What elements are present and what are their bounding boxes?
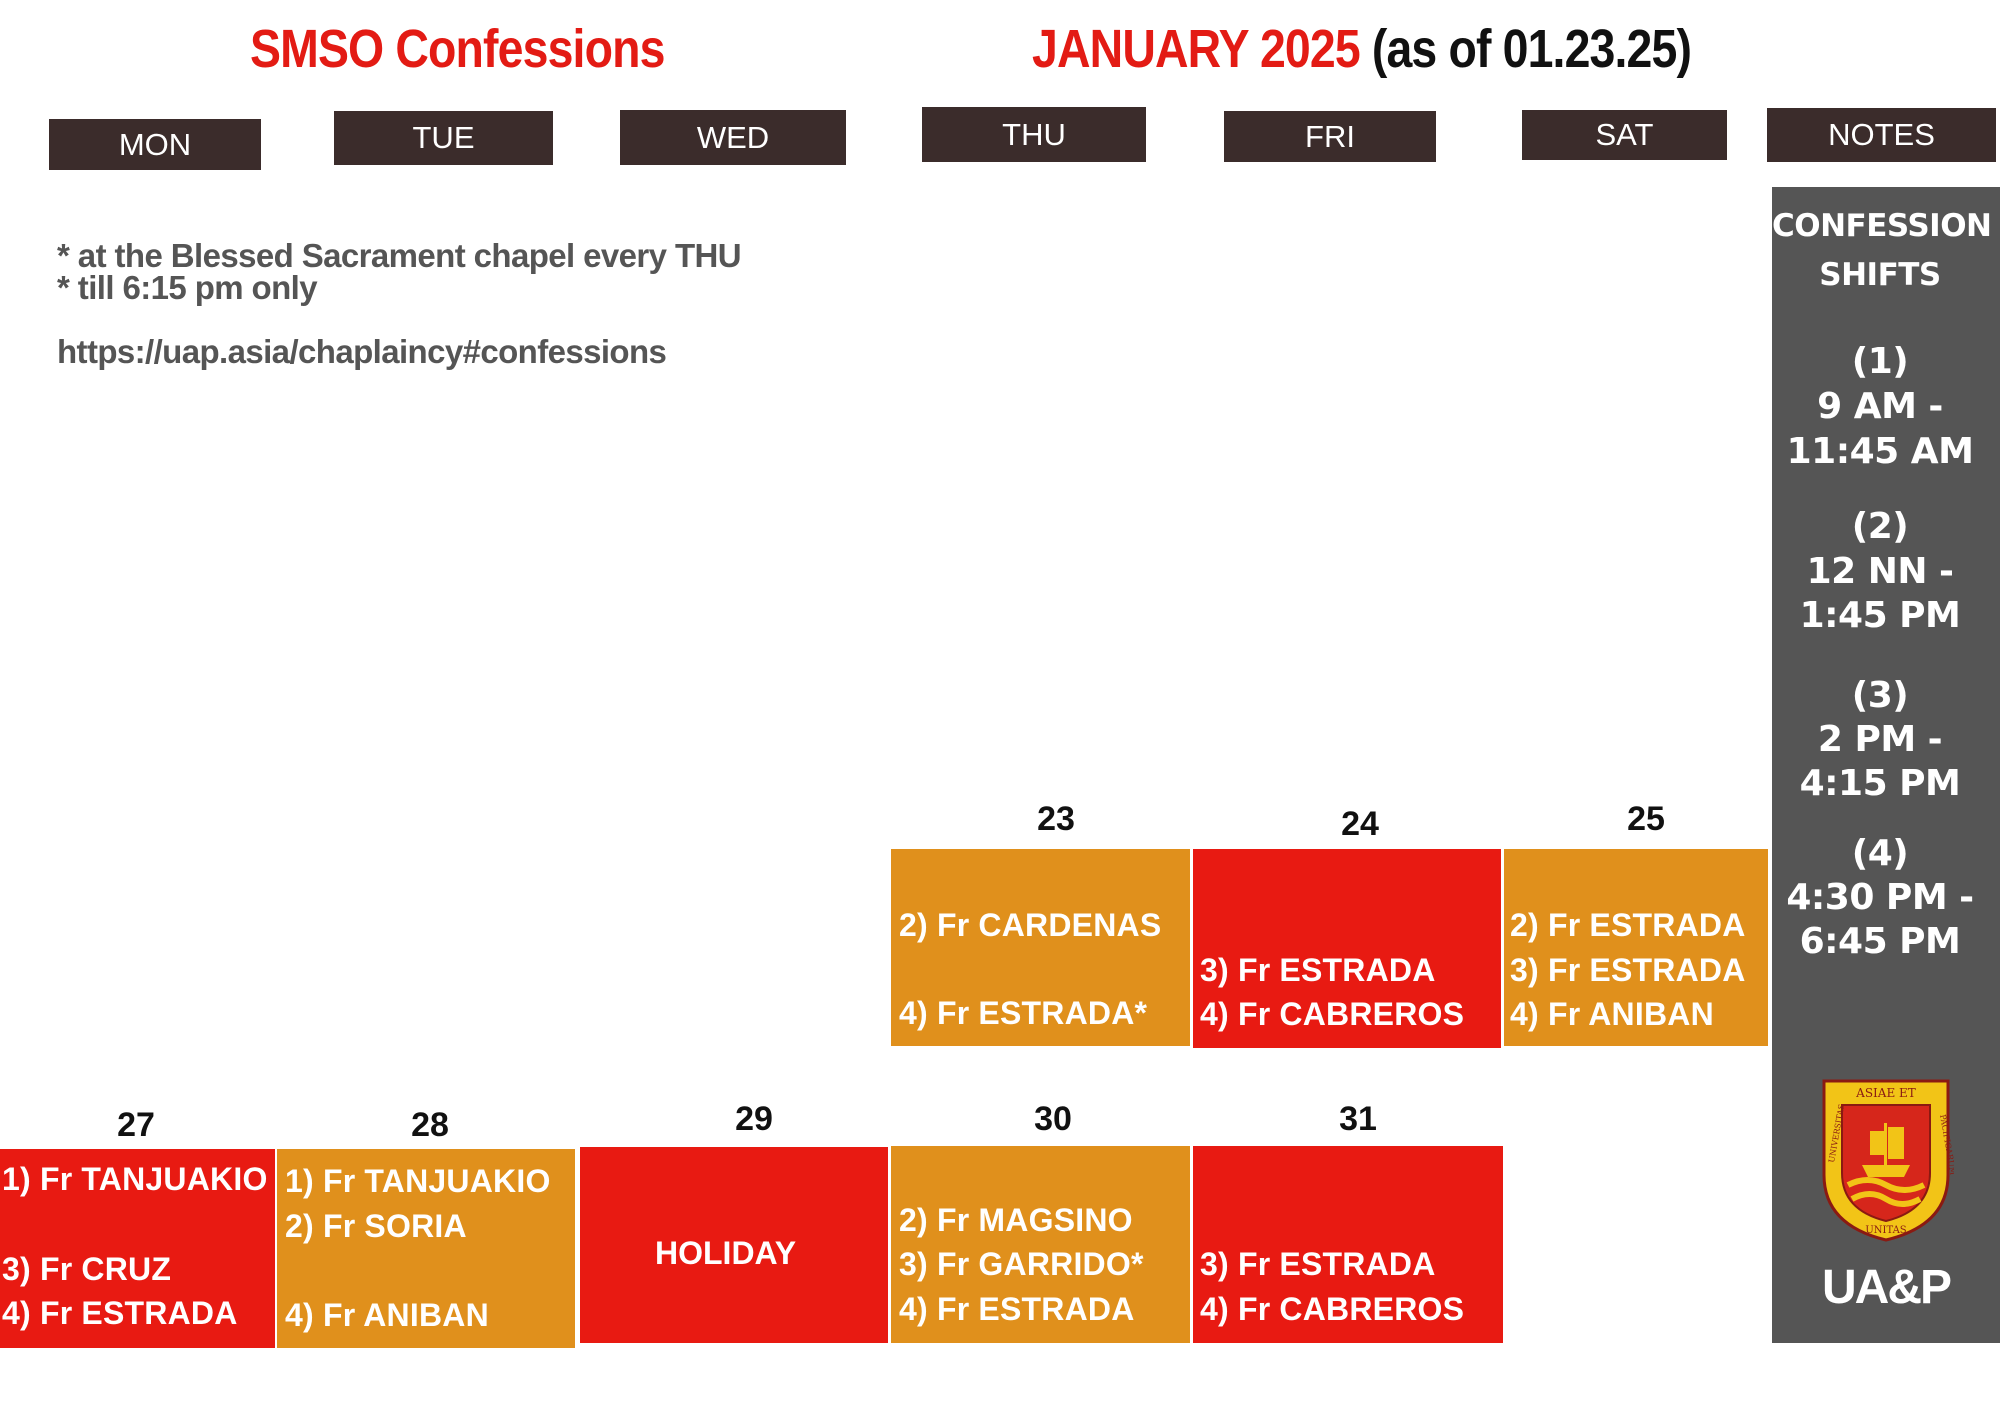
shift-entry: 2) Fr MAGSINO	[899, 1202, 1133, 1238]
shift-2-end: 1:45 PM	[1799, 595, 1961, 636]
day-cell-30: 2) Fr MAGSINO 3) Fr GARRIDO* 4) Fr ESTRA…	[891, 1146, 1190, 1343]
shift-entry: 3) Fr ESTRADA	[1200, 1246, 1436, 1282]
university-seal-icon: ASIAE ET UNIVERSITAS PACIFICARUM UNITAS	[1818, 1075, 1958, 1245]
shift-entry: 3) Fr GARRIDO*	[899, 1246, 1144, 1282]
header-wed: WED	[620, 110, 846, 165]
shift-4-number: (4)	[1851, 833, 1909, 874]
shift-1-end: 11:45 AM	[1786, 431, 1974, 472]
header-notes: NOTES	[1767, 108, 1996, 162]
date-24: 24	[1341, 805, 1379, 843]
shift-4-end: 6:45 PM	[1799, 921, 1961, 962]
shift-entry: 4) Fr ANIBAN	[1510, 996, 1714, 1032]
note-link[interactable]: https://uap.asia/chaplaincy#confessions	[57, 333, 667, 370]
shift-entry: 3) Fr ESTRADA	[1510, 952, 1746, 988]
holiday-label: HOLIDAY	[655, 1235, 797, 1271]
shift-1-start: 9 AM -	[1817, 386, 1943, 427]
uap-logo: UA&P	[1821, 1261, 1952, 1314]
day-cell-28: 1) Fr TANJUAKIO 2) Fr SORIA 4) Fr ANIBAN	[277, 1149, 575, 1348]
day-cell-27: 1) Fr TANJUAKIO 3) Fr CRUZ 4) Fr ESTRADA	[0, 1149, 275, 1348]
shift-entry: 4) Fr CABREROS	[1200, 996, 1465, 1032]
shifts-heading-1: CONFESSION	[1772, 208, 1992, 244]
date-23: 23	[1037, 800, 1075, 838]
day-cell-25: 2) Fr ESTRADA 3) Fr ESTRADA 4) Fr ANIBAN	[1504, 849, 1768, 1046]
shift-3-number: (3)	[1851, 675, 1909, 716]
seal-bottom-text: UNITAS	[1865, 1225, 1906, 1236]
header-thu: THU	[922, 107, 1146, 162]
shifts-heading-2: SHIFTS	[1819, 257, 1941, 293]
shift-entry: 2) Fr SORIA	[285, 1208, 467, 1244]
date-31: 31	[1339, 1100, 1377, 1138]
shift-2-start: 12 NN -	[1806, 551, 1954, 592]
shift-3-start: 2 PM -	[1817, 719, 1943, 760]
shift-entry: 4) Fr ESTRADA	[2, 1295, 238, 1331]
shift-entry: 2) Fr ESTRADA	[1510, 907, 1746, 943]
shift-entry: 1) Fr TANJUAKIO	[285, 1163, 551, 1199]
as-of-date: (as of 01.23.25)	[1359, 19, 1692, 79]
shift-entry: 4) Fr ANIBAN	[285, 1297, 489, 1333]
date-29: 29	[735, 1100, 773, 1138]
seal-top-text: ASIAE ET	[1855, 1086, 1916, 1100]
header-fri: FRI	[1224, 111, 1436, 162]
shift-entry: 4) Fr CABREROS	[1200, 1291, 1465, 1327]
calendar-title: SMSO Confessions	[250, 19, 665, 79]
date-25: 25	[1627, 800, 1665, 838]
day-cell-29: HOLIDAY	[580, 1147, 888, 1343]
date-30: 30	[1034, 1100, 1072, 1138]
shift-4-start: 4:30 PM -	[1786, 877, 1974, 918]
shift-entry: 3) Fr ESTRADA	[1200, 952, 1436, 988]
day-cell-24: 3) Fr ESTRADA 4) Fr CABREROS	[1193, 849, 1501, 1048]
note-chapel: * at the Blessed Sacrament chapel every …	[57, 237, 742, 274]
day-cell-23: 2) Fr CARDENAS 4) Fr ESTRADA*	[891, 849, 1190, 1046]
date-27: 27	[117, 1106, 155, 1144]
header-sat: SAT	[1522, 110, 1727, 160]
shift-entry: 4) Fr ESTRADA	[899, 1291, 1135, 1327]
shift-3-end: 4:15 PM	[1799, 763, 1961, 804]
shift-entry: 1) Fr TANJUAKIO	[2, 1161, 268, 1197]
note-time: * till 6:15 pm only	[57, 269, 318, 306]
header-tue: TUE	[334, 111, 553, 165]
header-mon: MON	[49, 119, 261, 170]
shift-entry: 4) Fr ESTRADA*	[899, 995, 1148, 1031]
shift-2-number: (2)	[1851, 506, 1909, 547]
shift-entry: 3) Fr CRUZ	[2, 1251, 172, 1287]
month-title: JANUARY 2025 (as of 01.23.25)	[1032, 18, 1692, 80]
shift-entry: 2) Fr CARDENAS	[899, 907, 1162, 943]
shift-1-number: (1)	[1851, 341, 1909, 382]
day-cell-31: 3) Fr ESTRADA 4) Fr CABREROS	[1193, 1146, 1503, 1343]
date-28: 28	[411, 1106, 449, 1144]
month-label: JANUARY 2025	[1032, 19, 1361, 79]
